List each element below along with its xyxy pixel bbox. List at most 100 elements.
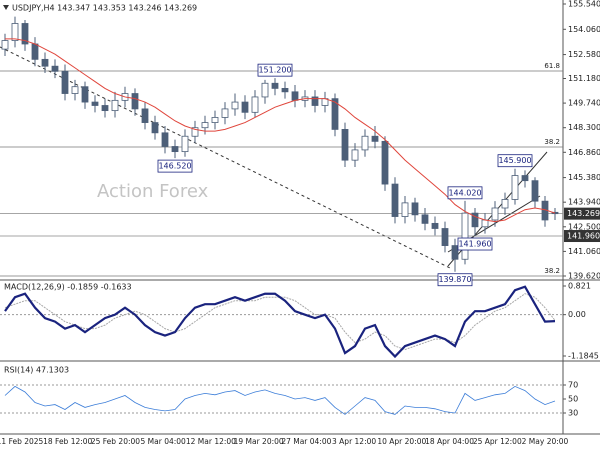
candle-body: [211, 117, 219, 123]
candle-body: [31, 43, 39, 60]
y-tick-label: 142.500: [568, 222, 600, 231]
price-marker: [564, 230, 600, 243]
price-marker: [564, 207, 600, 220]
x-tick-label: 25 Apr 12:00: [473, 437, 522, 446]
y-tick-label: 155.540: [568, 0, 600, 9]
x-tick-label: 19 Mar 20:00: [234, 437, 284, 446]
candle-body: [151, 122, 159, 134]
candle-body: [231, 101, 239, 110]
candle-body: [531, 180, 539, 202]
annotation-box: [437, 273, 473, 287]
macd-line: [4, 285, 556, 359]
candle-body: [501, 199, 509, 209]
annotation-box: [157, 159, 193, 173]
candle-body: [91, 101, 99, 106]
candle-body: [401, 202, 409, 217]
candle-body: [441, 228, 449, 246]
candle-body: [471, 212, 479, 228]
x-tick-label: 25 Feb 20:00: [91, 437, 140, 446]
candle-body: [71, 86, 79, 94]
candle-body: [161, 132, 169, 147]
candle-body: [131, 93, 139, 110]
candle-body: [241, 101, 249, 113]
candle-body: [351, 149, 359, 161]
candle-body: [81, 86, 89, 103]
annotation-box: [497, 154, 533, 168]
watermark: Action Forex: [97, 181, 209, 202]
candle-body: [451, 245, 459, 260]
annotation-label: 145.900: [498, 156, 531, 165]
candle-body: [1, 40, 9, 50]
x-tick-label: 27 Mar 04:00: [281, 437, 331, 446]
annotation-box: [457, 237, 493, 251]
candle-body: [311, 96, 319, 106]
candle-body: [51, 65, 59, 72]
candle-body: [251, 96, 259, 113]
candle-body: [141, 108, 149, 123]
y-tick-label: 0.00: [568, 310, 586, 319]
annotation-label: 151.200: [258, 66, 291, 75]
candle-body: [221, 108, 229, 118]
rsi-line: [4, 385, 556, 415]
candle-body: [21, 23, 29, 45]
x-tick-label: 18 Apr 04:00: [425, 437, 474, 446]
candle-body: [481, 219, 489, 228]
x-tick-label: 10 Apr 20:00: [377, 437, 426, 446]
annotation-box: [257, 63, 293, 77]
candle-body: [511, 175, 519, 200]
y-tick-label: 30: [568, 409, 578, 418]
candle-body: [461, 212, 469, 260]
moving-average: [5, 38, 556, 223]
price-marker-label: 141.960: [567, 232, 600, 241]
candle-body: [291, 91, 299, 101]
candle-body: [201, 122, 209, 129]
signal-line: [4, 293, 556, 351]
macd-title: MACD(12,26,9) -0.1859 -0.1633: [4, 283, 132, 292]
y-tick-label: 145.380: [568, 173, 600, 182]
y-tick-label: 148.300: [568, 123, 600, 132]
annotation-label: 144.020: [448, 188, 481, 197]
candle-body: [521, 175, 529, 182]
candle-body: [111, 99, 119, 112]
candle-body: [261, 82, 269, 98]
price-marker-label: 143.269: [567, 209, 600, 218]
candle-body: [391, 183, 399, 217]
fib-label: 38.2: [544, 138, 560, 146]
candle-body: [191, 127, 199, 137]
y-tick-label: 154.060: [568, 25, 600, 34]
y-tick-label: 139.620: [568, 272, 600, 281]
y-tick-label: 146.860: [568, 148, 600, 157]
y-tick-label: -1.1845: [568, 352, 599, 361]
chart-title: USDJPY,H4 143.347 143.353 143.246 143.26…: [12, 4, 197, 13]
rsi-title: RSI(14) 47.1303: [4, 366, 69, 375]
y-tick-label: 141.060: [568, 247, 600, 256]
candle-body: [171, 146, 179, 153]
symbol-menu-icon: [3, 5, 9, 10]
candle-body: [281, 88, 289, 93]
y-tick-label: 149.740: [568, 99, 600, 108]
annotation-label: 139.870: [438, 275, 471, 284]
fib-label: 61.8: [544, 62, 560, 70]
candle-body: [341, 129, 349, 161]
y-tick-label: 152.580: [568, 50, 600, 59]
candle-body: [41, 58, 49, 67]
x-tick-label: 11 Feb 2025: [0, 437, 44, 446]
x-tick-label: 12 Mar 12:00: [186, 437, 236, 446]
candle-body: [181, 135, 189, 153]
x-tick-label: 3 Apr 12:00: [332, 437, 376, 446]
annotation-box: [447, 186, 483, 200]
candle-body: [101, 105, 109, 112]
annotation-label: 141.960: [458, 240, 491, 249]
candle-body: [371, 135, 379, 142]
x-tick-label: 5 Mar 04:00: [141, 437, 187, 446]
candle-body: [61, 70, 69, 94]
candle-body: [331, 98, 339, 130]
candle-body: [11, 23, 19, 41]
candle-body: [381, 140, 389, 185]
y-tick-label: 151.180: [568, 74, 600, 83]
candle-body: [271, 82, 279, 89]
y-tick-label: 70: [568, 381, 578, 390]
annotation-label: 146.520: [158, 162, 191, 171]
